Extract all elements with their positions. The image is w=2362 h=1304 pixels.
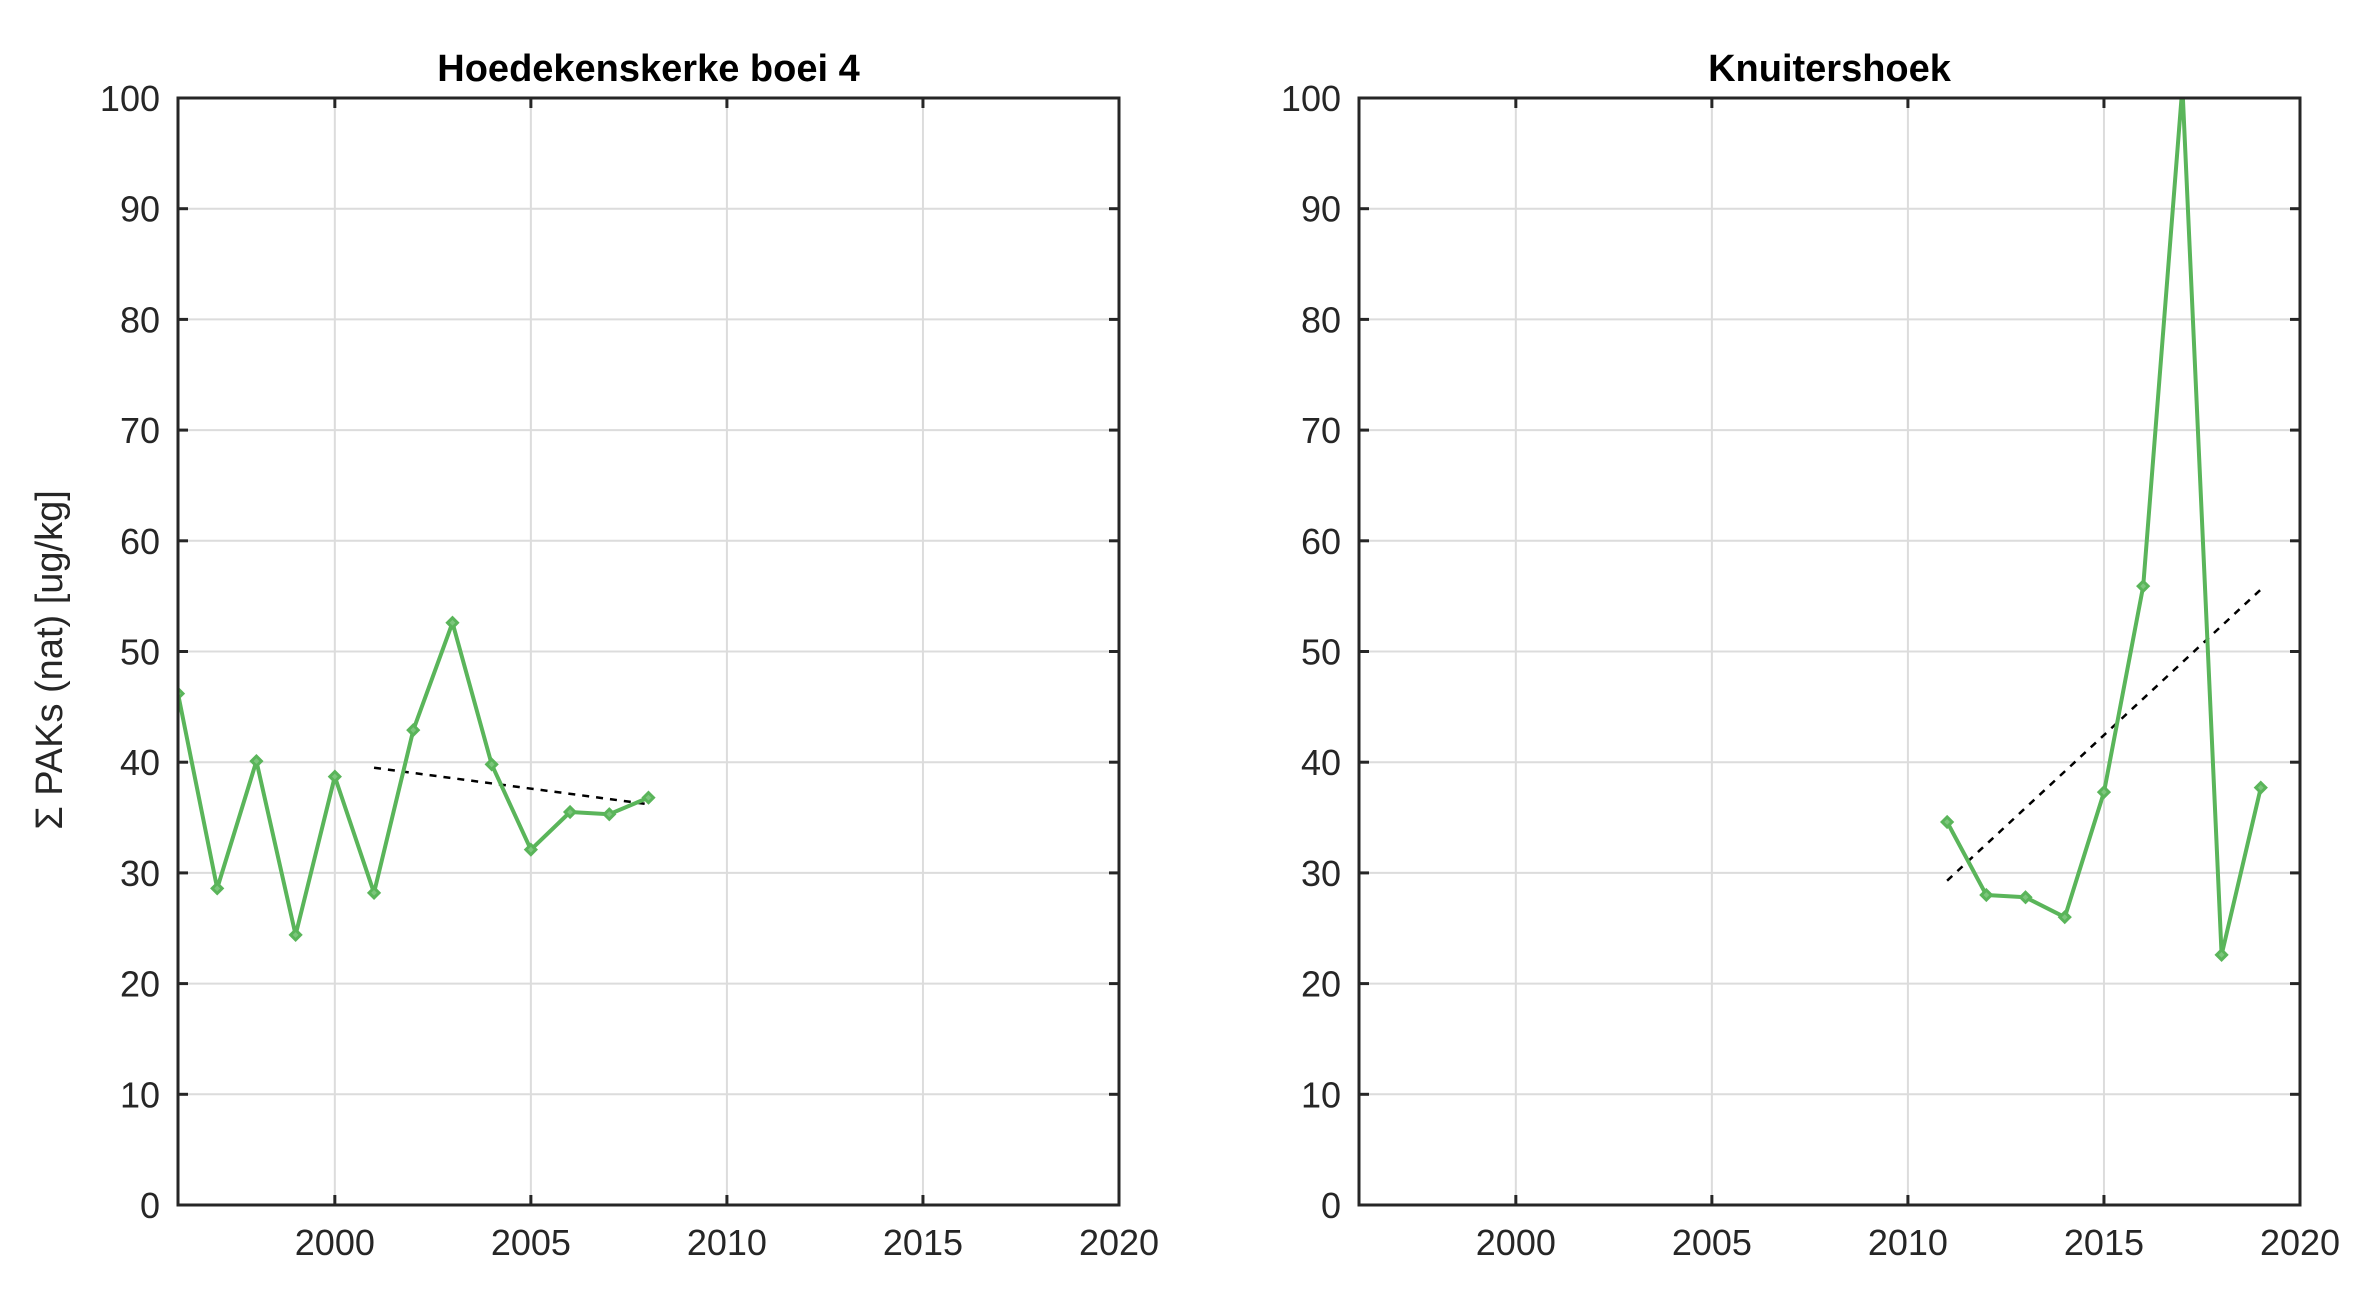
x-tick-label: 2005 (491, 1222, 571, 1263)
data-point (210, 881, 225, 896)
data-point (523, 842, 538, 857)
y-tick-label: 70 (1301, 410, 1341, 451)
data-point (641, 790, 656, 805)
x-tick-label: 2000 (1476, 1222, 1556, 1263)
x-tick-label: 2010 (1868, 1222, 1948, 1263)
y-tick-label: 60 (120, 521, 160, 562)
y-tick-label: 30 (1301, 853, 1341, 894)
y-tick-label: 0 (140, 1185, 160, 1226)
data-point (2136, 579, 2151, 594)
y-tick-label: 90 (1301, 189, 1341, 230)
x-tick-label: 2020 (1079, 1222, 1159, 1263)
series-line (178, 620, 650, 937)
y-tick-label: 50 (1301, 632, 1341, 673)
data-point (1940, 814, 1955, 830)
y-tick-label: 30 (120, 853, 160, 894)
panel-knuitershoek: 2000 2005 2010 2015 2020 0 10 20 30 40 50 60 70 80 90 1… (1281, 48, 2340, 1263)
data-point (2057, 910, 2072, 925)
y-tick-label: 20 (120, 964, 160, 1005)
trend-line (373, 766, 649, 806)
x-tick-label: 2000 (295, 1222, 375, 1263)
data-point (1979, 887, 1994, 903)
panel-hoedekenskerke: 2000 2005 2010 2015 2020 0 10 20 30 40 50 60 70 80 90 1… (100, 48, 1159, 1263)
data-point (445, 615, 460, 630)
data-point (406, 722, 421, 738)
chart-title: Knuitershoek (1708, 48, 1952, 90)
y-tick-label: 90 (120, 189, 160, 230)
y-tick-label: 60 (1301, 521, 1341, 562)
y-tick-label: 80 (120, 299, 160, 340)
chart-title: Hoedekenskerke boei 4 (437, 48, 859, 90)
y-tick-label: 10 (120, 1074, 160, 1115)
y-tick-label: 0 (1321, 1185, 1341, 1226)
data-point (327, 769, 342, 784)
x-tick-label: 2010 (687, 1222, 767, 1263)
y-tick-label: 10 (1301, 1074, 1341, 1115)
y-tick-label: 40 (120, 742, 160, 783)
data-point (2214, 947, 2229, 962)
data-point (2096, 784, 2112, 800)
data-point (366, 885, 382, 900)
data-point (2177, 82, 2187, 92)
y-tick-label: 70 (120, 410, 160, 451)
y-tick-label: 100 (1281, 78, 1341, 119)
data-point (2253, 780, 2268, 795)
y-axis-label: Σ PAKs (nat) [ug/kg] (29, 490, 71, 830)
data-point (2018, 890, 2033, 905)
x-tick-label: 2015 (883, 1222, 963, 1263)
data-point (602, 807, 617, 822)
y-tick-label: 80 (1301, 299, 1341, 340)
data-point (484, 757, 499, 772)
data-point (288, 927, 303, 943)
x-tick-label: 2015 (2064, 1222, 2144, 1263)
x-tick-label: 2005 (1672, 1222, 1752, 1263)
data-point (562, 804, 578, 820)
y-tick-label: 50 (120, 632, 160, 673)
y-tick-label: 20 (1301, 964, 1341, 1005)
x-tick-label: 2020 (2260, 1222, 2340, 1263)
data-point (249, 753, 264, 769)
y-tick-label: 40 (1301, 742, 1341, 783)
y-tick-label: 100 (100, 78, 160, 119)
